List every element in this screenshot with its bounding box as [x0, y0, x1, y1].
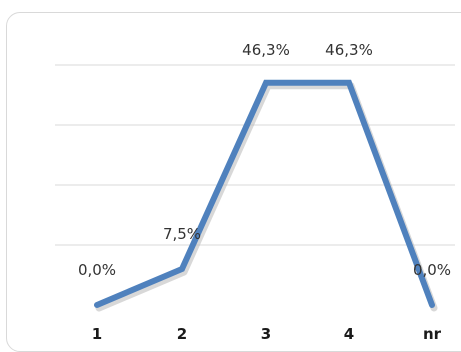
x-tick-label-1: 1: [92, 325, 102, 343]
data-labels: 0,0% 7,5% 46,3% 46,3% 0,0%: [78, 41, 451, 279]
series-line-shadow: [95, 82, 438, 312]
x-tick-label-3: 3: [261, 325, 271, 343]
gridlines: [55, 64, 455, 246]
x-tick-label-2: 2: [177, 325, 187, 343]
series-line: [94, 79, 435, 308]
series-line-group: [94, 79, 438, 312]
data-label-3: 46,3%: [242, 41, 290, 59]
data-label-2: 7,5%: [163, 225, 201, 243]
data-label-nr: 0,0%: [413, 261, 451, 279]
x-tick-label-4: 4: [344, 325, 354, 343]
x-axis-tick-labels: 1 2 3 4 nr: [92, 325, 442, 343]
data-label-1: 0,0%: [78, 261, 116, 279]
data-label-4: 46,3%: [325, 41, 373, 59]
x-tick-label-nr: nr: [423, 325, 442, 343]
